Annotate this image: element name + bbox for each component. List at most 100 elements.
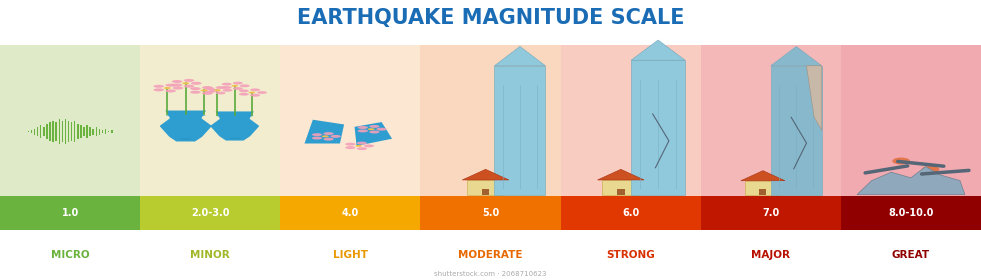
Bar <box>52 121 54 143</box>
Ellipse shape <box>200 89 208 92</box>
Ellipse shape <box>216 86 226 89</box>
Bar <box>65 119 66 144</box>
Bar <box>482 189 490 195</box>
Text: MODERATE: MODERATE <box>458 250 523 260</box>
Bar <box>102 130 103 133</box>
Ellipse shape <box>358 126 368 129</box>
Bar <box>30 130 32 133</box>
Ellipse shape <box>222 83 232 86</box>
Text: 6.0: 6.0 <box>622 208 640 218</box>
Bar <box>80 125 81 138</box>
Ellipse shape <box>153 88 164 91</box>
Bar <box>27 131 29 132</box>
Bar <box>92 129 94 135</box>
Text: EARTHQUAKE MAGNITUDE SCALE: EARTHQUAKE MAGNITUDE SCALE <box>296 8 685 28</box>
Text: 1.0: 1.0 <box>62 208 78 218</box>
Ellipse shape <box>893 157 910 165</box>
Ellipse shape <box>312 133 322 136</box>
Bar <box>43 127 44 136</box>
Ellipse shape <box>202 92 213 95</box>
Ellipse shape <box>257 91 267 94</box>
Bar <box>86 125 88 138</box>
Ellipse shape <box>204 90 215 94</box>
Polygon shape <box>304 120 344 144</box>
Ellipse shape <box>239 89 249 92</box>
Bar <box>33 129 35 135</box>
Bar <box>700 196 841 230</box>
Bar <box>89 127 91 136</box>
Ellipse shape <box>232 82 243 85</box>
Bar <box>421 196 560 230</box>
Ellipse shape <box>357 147 367 150</box>
Bar <box>841 196 981 230</box>
Polygon shape <box>741 171 785 181</box>
Bar <box>0 45 140 196</box>
Ellipse shape <box>322 136 329 137</box>
Ellipse shape <box>358 129 368 132</box>
Polygon shape <box>597 169 645 180</box>
Ellipse shape <box>172 80 182 83</box>
Bar <box>111 130 113 133</box>
Ellipse shape <box>164 87 171 89</box>
Bar <box>62 121 63 143</box>
Text: 4.0: 4.0 <box>341 208 359 218</box>
Ellipse shape <box>345 143 355 146</box>
Bar <box>59 119 60 144</box>
Ellipse shape <box>324 138 334 141</box>
Ellipse shape <box>248 92 255 94</box>
Ellipse shape <box>250 88 260 91</box>
Bar <box>105 129 106 134</box>
Ellipse shape <box>250 94 260 97</box>
Ellipse shape <box>377 128 387 131</box>
Ellipse shape <box>183 79 194 82</box>
Bar <box>281 45 421 196</box>
Ellipse shape <box>166 89 176 92</box>
Polygon shape <box>354 122 392 146</box>
Bar <box>71 122 73 141</box>
Bar <box>140 196 281 230</box>
Text: STRONG: STRONG <box>606 250 655 260</box>
Polygon shape <box>806 66 822 130</box>
Ellipse shape <box>166 114 206 116</box>
Ellipse shape <box>202 86 213 89</box>
Text: shutterstock.com · 2068710623: shutterstock.com · 2068710623 <box>435 271 546 277</box>
Bar <box>467 180 504 195</box>
Bar <box>0 196 140 230</box>
Ellipse shape <box>222 86 232 89</box>
Bar <box>95 127 97 136</box>
Text: MINOR: MINOR <box>190 250 231 260</box>
Bar <box>602 180 640 195</box>
Ellipse shape <box>324 132 334 135</box>
Bar <box>560 45 700 196</box>
Bar <box>83 127 84 136</box>
Polygon shape <box>494 46 545 66</box>
Ellipse shape <box>239 84 250 87</box>
Ellipse shape <box>369 125 380 128</box>
Ellipse shape <box>214 89 221 91</box>
Bar <box>74 121 76 143</box>
Ellipse shape <box>239 93 249 96</box>
Ellipse shape <box>364 144 374 147</box>
Ellipse shape <box>183 85 194 88</box>
Text: 5.0: 5.0 <box>482 208 499 218</box>
Text: LIGHT: LIGHT <box>333 250 368 260</box>
Ellipse shape <box>173 87 183 90</box>
Ellipse shape <box>216 115 253 117</box>
Bar <box>560 196 700 230</box>
Text: 8.0-10.0: 8.0-10.0 <box>888 208 934 218</box>
Polygon shape <box>160 111 212 141</box>
Ellipse shape <box>368 128 375 130</box>
Bar <box>56 122 57 141</box>
Polygon shape <box>462 169 509 180</box>
Ellipse shape <box>204 87 215 90</box>
Text: GREAT: GREAT <box>892 250 930 260</box>
Ellipse shape <box>369 130 380 134</box>
Bar <box>40 125 41 138</box>
Polygon shape <box>857 167 965 195</box>
Ellipse shape <box>357 142 367 144</box>
Ellipse shape <box>182 82 189 84</box>
Text: MAJOR: MAJOR <box>751 250 791 260</box>
Bar <box>631 60 685 195</box>
Polygon shape <box>631 40 685 60</box>
Bar <box>771 66 822 195</box>
